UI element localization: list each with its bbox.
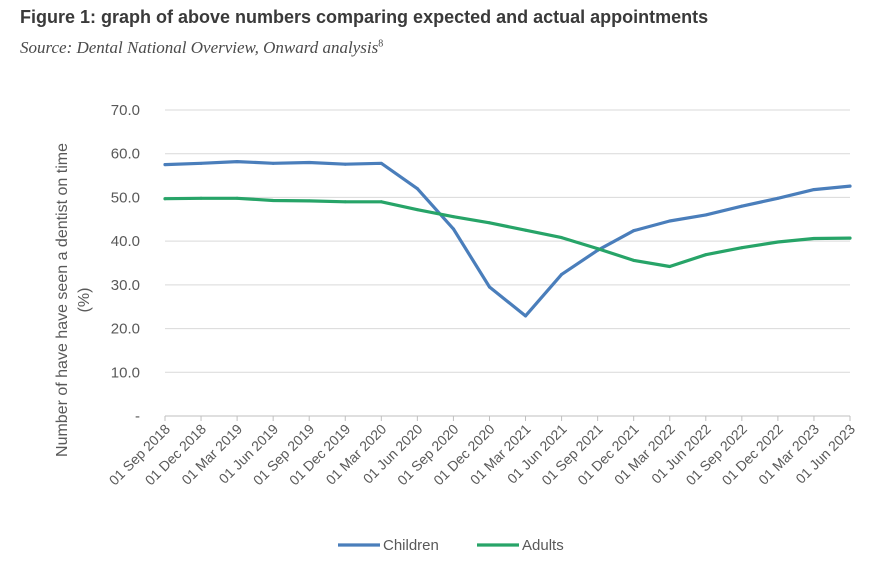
data-point-adults — [524, 228, 528, 232]
series-lines — [163, 160, 852, 318]
y-tick-label: 70.0 — [111, 102, 140, 119]
data-point-children — [704, 213, 708, 217]
data-point-adults — [704, 253, 708, 257]
data-point-adults — [487, 221, 491, 225]
data-point-children — [524, 314, 528, 318]
data-point-children — [740, 204, 744, 208]
figure-source: Source: Dental National Overview, Onward… — [20, 38, 383, 58]
y-tick-label: 60.0 — [111, 146, 140, 163]
data-point-children — [415, 187, 419, 191]
y-tick-label: - — [135, 408, 140, 425]
data-point-children — [812, 188, 816, 192]
gridlines — [165, 109, 850, 373]
y-tick-label: 10.0 — [111, 364, 140, 381]
data-point-children — [776, 196, 780, 200]
data-point-adults — [235, 196, 239, 200]
data-point-adults — [379, 200, 383, 204]
data-point-children — [343, 162, 347, 166]
legend-label-adults: Adults — [522, 537, 564, 554]
data-point-adults — [343, 200, 347, 204]
data-point-children — [379, 161, 383, 165]
data-point-children — [235, 160, 239, 164]
y-tick-label: 30.0 — [111, 277, 140, 294]
data-point-children — [271, 161, 275, 165]
data-point-children — [668, 219, 672, 223]
legend-label-children: Children — [383, 537, 439, 554]
data-point-adults — [848, 236, 852, 240]
series-line-children — [163, 160, 852, 318]
data-point-adults — [451, 215, 455, 219]
data-point-adults — [776, 240, 780, 244]
data-point-children — [163, 163, 167, 167]
data-point-children — [848, 184, 852, 188]
data-point-adults — [199, 196, 203, 200]
data-point-adults — [596, 247, 600, 251]
y-tick-label: 50.0 — [111, 189, 140, 206]
data-point-adults — [668, 264, 672, 268]
y-axis-ticks: - 10.0 20.0 30.0 40.0 50.0 60.0 70.0 — [111, 102, 140, 425]
y-axis-label-unit: (%) — [76, 288, 93, 313]
data-point-children — [560, 272, 564, 276]
y-tick-label: 40.0 — [111, 233, 140, 250]
data-point-adults — [415, 208, 419, 212]
legend: Children Adults — [338, 537, 564, 554]
data-point-adults — [307, 199, 311, 203]
data-point-adults — [740, 246, 744, 250]
data-point-adults — [812, 237, 816, 241]
data-point-adults — [560, 236, 564, 240]
data-point-adults — [632, 258, 636, 262]
data-point-children — [632, 229, 636, 233]
data-point-children — [199, 161, 203, 165]
figure-title: Figure 1: graph of above numbers compari… — [20, 7, 709, 27]
data-point-adults — [163, 197, 167, 201]
data-point-children — [451, 227, 455, 231]
source-text: Source: Dental National Overview, Onward… — [20, 38, 379, 57]
source-footnote: 8 — [378, 38, 384, 50]
series-line-adults — [163, 196, 852, 269]
data-point-adults — [271, 198, 275, 202]
data-point-children — [307, 160, 311, 164]
y-tick-label: 20.0 — [111, 321, 140, 338]
data-point-children — [487, 285, 491, 289]
y-axis-label: Number of have have seen a dentist on ti… — [54, 143, 71, 457]
